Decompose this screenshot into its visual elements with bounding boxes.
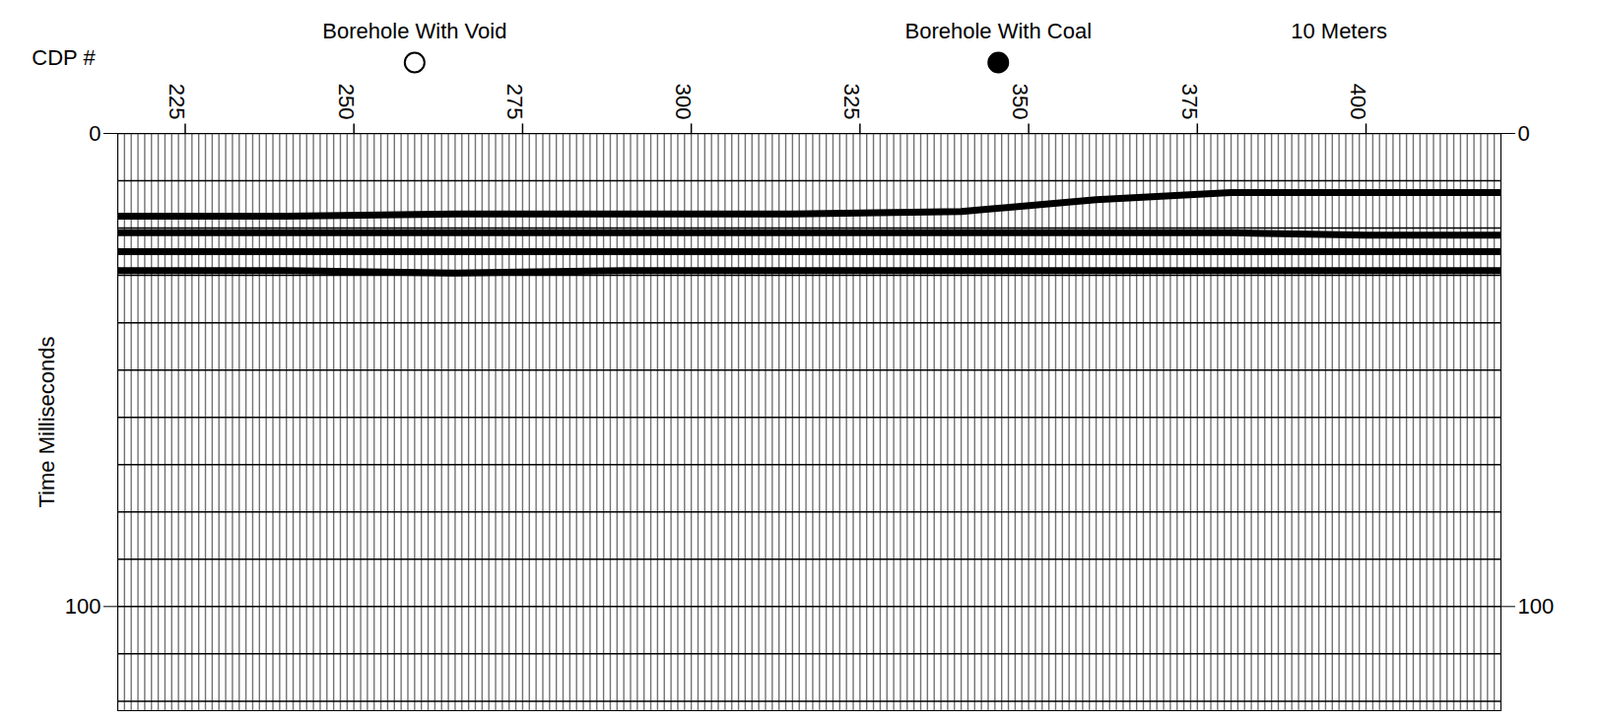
svg-text:375: 375	[1177, 83, 1202, 121]
svg-text:250: 250	[333, 83, 359, 121]
svg-text:225: 225	[164, 83, 190, 121]
svg-text:10 Meters: 10 Meters	[1290, 18, 1388, 44]
svg-text:Borehole With Void: Borehole With Void	[322, 18, 507, 44]
svg-text:275: 275	[502, 83, 528, 121]
svg-text:Time Milliseconds: Time Milliseconds	[34, 335, 60, 508]
svg-text:0: 0	[88, 121, 101, 146]
svg-text:0: 0	[1518, 121, 1531, 146]
svg-text:300: 300	[670, 83, 696, 121]
svg-text:100: 100	[1518, 594, 1555, 619]
svg-text:100: 100	[65, 594, 102, 619]
svg-text:CDP #: CDP #	[31, 45, 96, 70]
svg-text:Borehole With Coal: Borehole With Coal	[904, 18, 1092, 44]
svg-text:325: 325	[839, 83, 865, 121]
svg-text:400: 400	[1345, 83, 1371, 121]
svg-text:350: 350	[1007, 83, 1033, 121]
